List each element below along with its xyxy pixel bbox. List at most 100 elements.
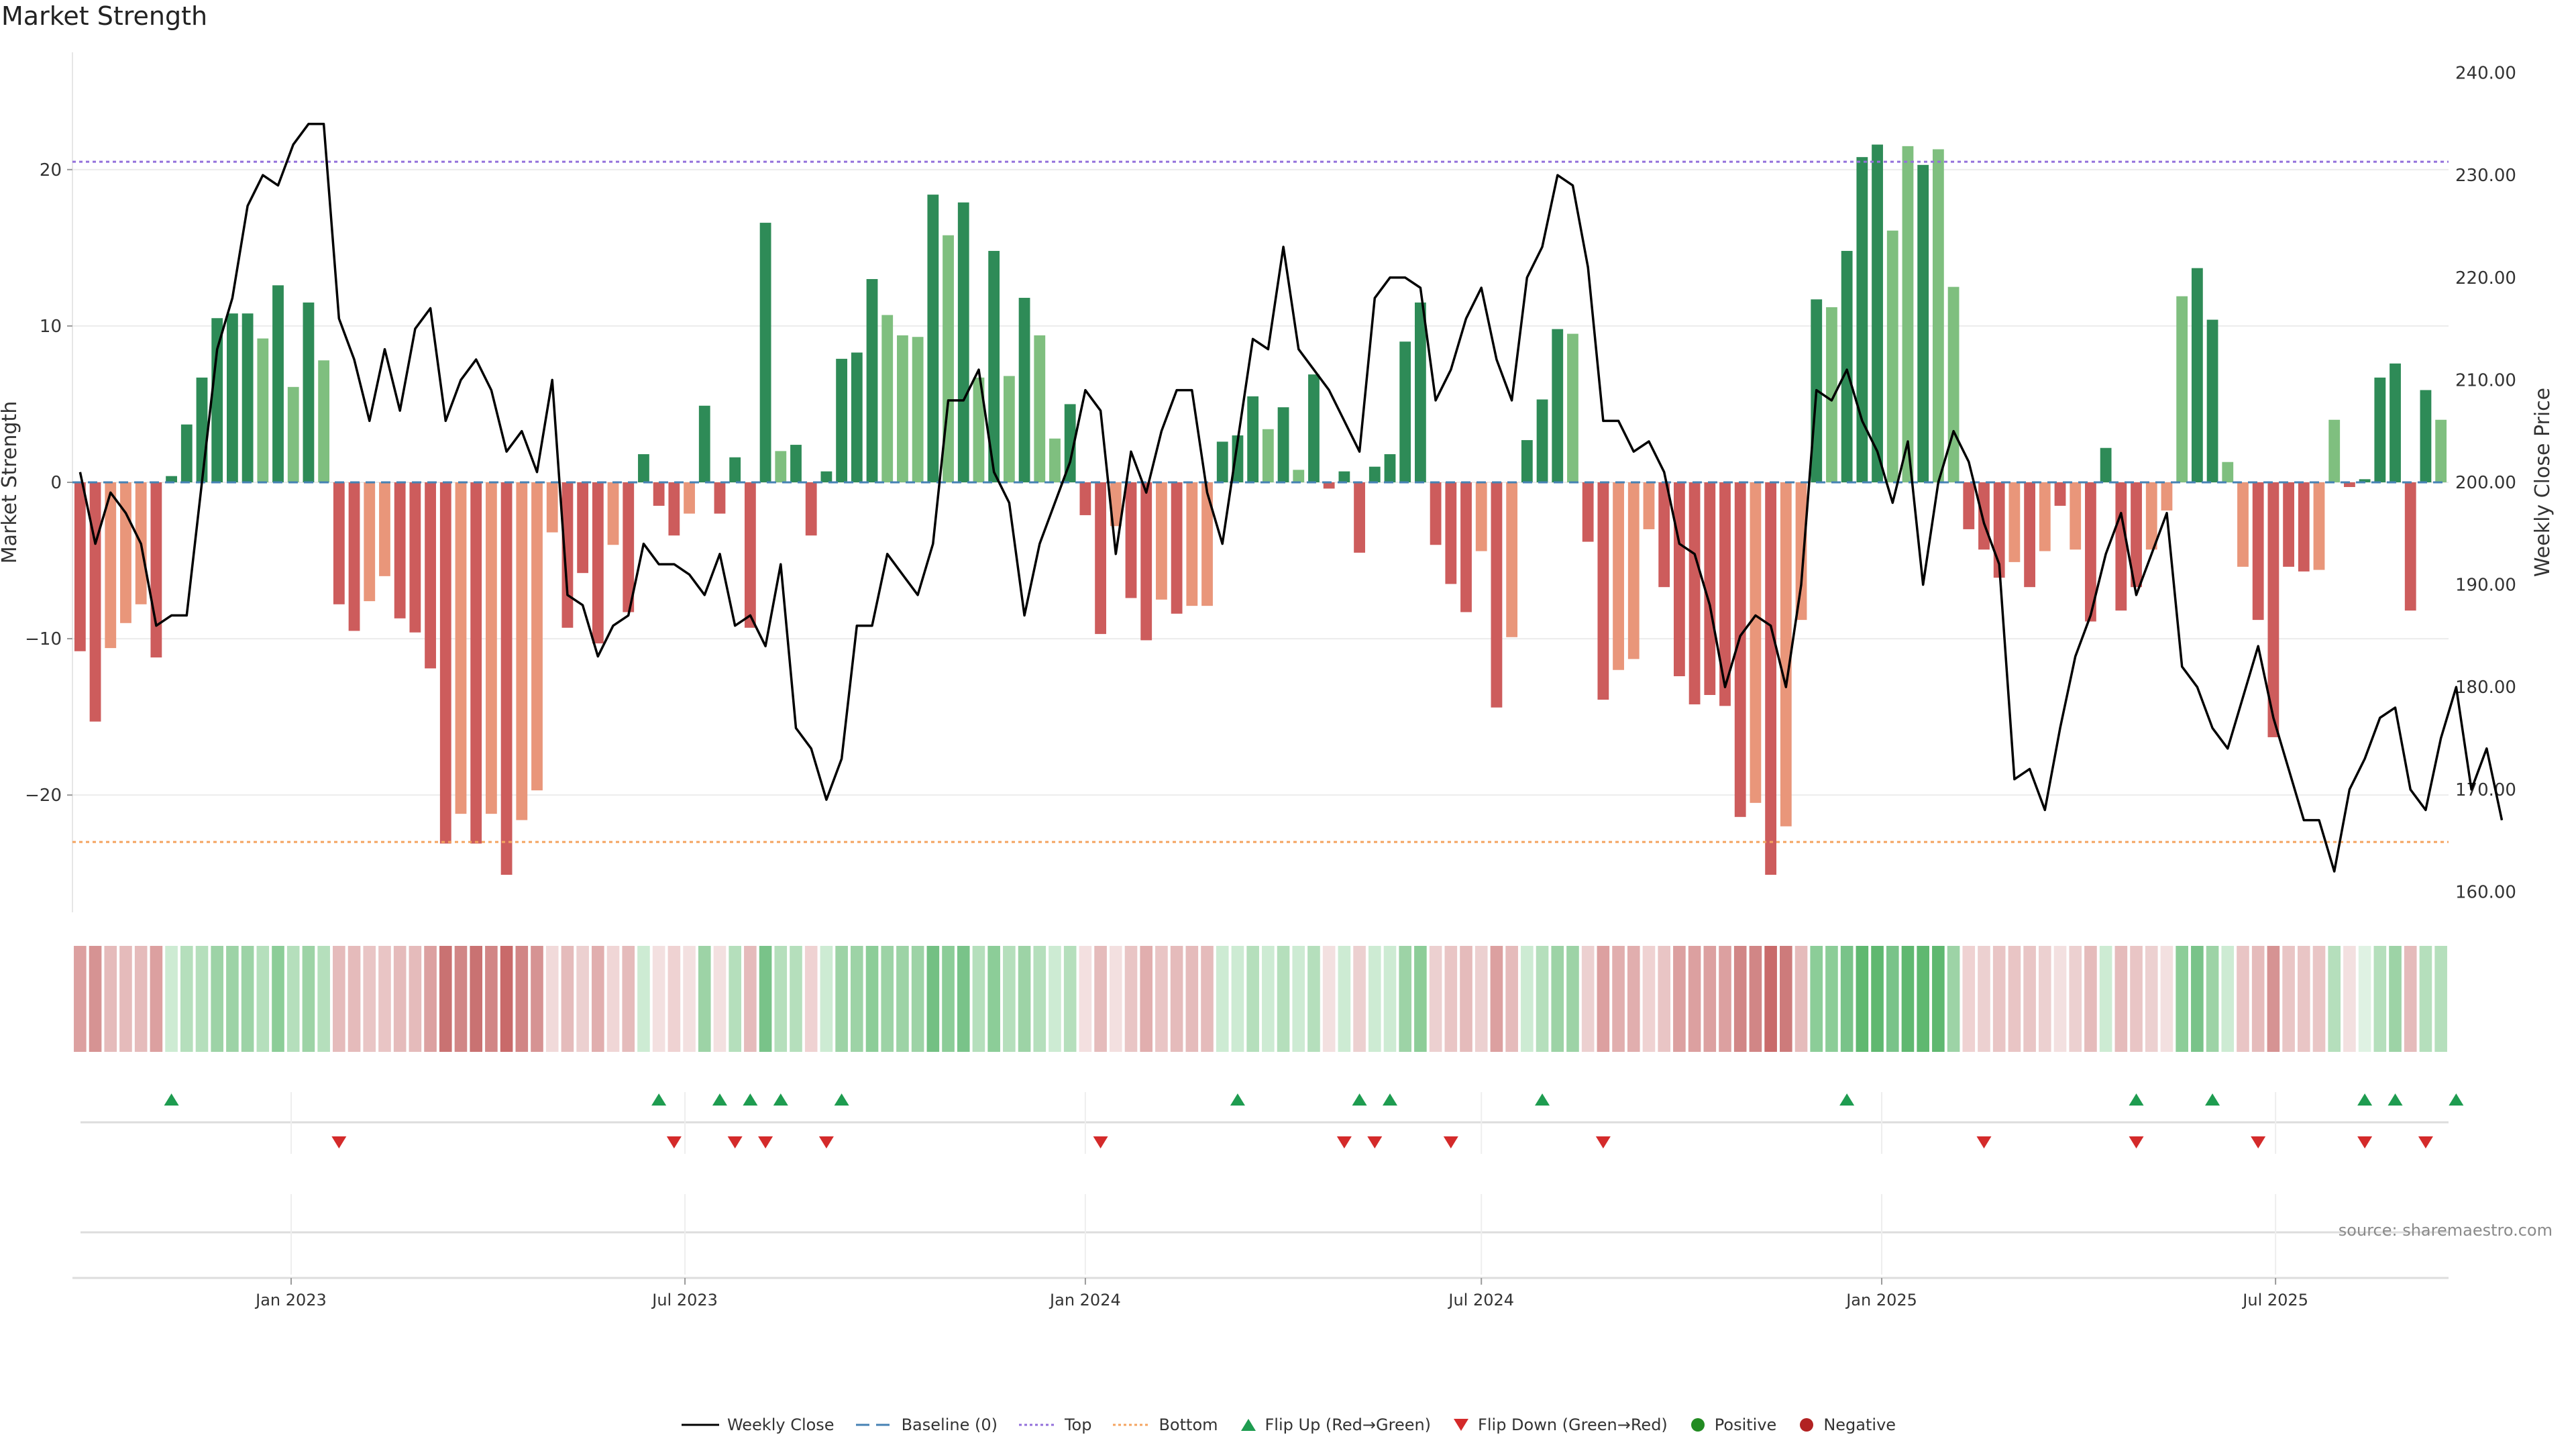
strength-bar (2222, 462, 2234, 482)
strength-bar (1734, 482, 1746, 817)
flip-down-marker (2418, 1136, 2433, 1148)
strength-bar (1216, 441, 1228, 482)
heat-strip-cell (759, 946, 772, 1052)
source-note: source: sharemaestro.com (2338, 1221, 2553, 1240)
heat-strip-cell (683, 946, 696, 1052)
heat-strip-cell (1962, 946, 1976, 1052)
heat-strip-cell (2130, 946, 2143, 1052)
heat-strip-cell (926, 946, 940, 1052)
strength-bar (1688, 482, 1701, 704)
strength-bar (1536, 399, 1548, 482)
heat-strip-cell (409, 946, 422, 1052)
strength-bar (2054, 482, 2066, 506)
bottom-dotted-line-icon (1113, 1424, 1151, 1426)
heat-strip-cell (165, 946, 178, 1052)
strength-bar (1079, 482, 1091, 515)
negative-dot-icon (1800, 1418, 1814, 1432)
strength-bar (2024, 482, 2036, 588)
heat-strip-cell (1124, 946, 1138, 1052)
strength-bar (2008, 482, 2021, 562)
y-tick-label-right: 180.00 (2455, 678, 2516, 698)
strength-bar (196, 377, 208, 482)
heat-strip-cell (713, 946, 727, 1052)
strength-bar (1886, 230, 1898, 482)
flip-up-marker (1352, 1093, 1367, 1106)
heat-strip-cell (1856, 946, 1869, 1052)
strength-bar (1841, 251, 1853, 482)
legend-item-positive[interactable]: Positive (1688, 1415, 1776, 1434)
heat-strip-cell (1505, 946, 1518, 1052)
heat-strip-cell (2145, 946, 2158, 1052)
strength-bar (303, 302, 315, 482)
y-tick-label-left: 10 (40, 317, 62, 337)
heat-strip-cell (393, 946, 407, 1052)
strength-bar (2435, 419, 2447, 482)
heat-strip-cell (1094, 946, 1107, 1052)
heat-strip-cell (2404, 946, 2417, 1052)
strength-bar (1658, 482, 1670, 588)
strength-bar (1963, 482, 1975, 529)
strength-bar (1232, 435, 1244, 482)
heat-strip-cell (74, 946, 87, 1052)
strength-bar (607, 482, 619, 545)
heat-strip-cell (256, 946, 270, 1052)
heat-strip-cell (2282, 946, 2295, 1052)
heat-strip-cell (1733, 946, 1747, 1052)
strength-bar (89, 482, 101, 722)
strength-bar (1795, 482, 1807, 621)
heat-strip-cell (241, 946, 254, 1052)
strength-bar (1095, 482, 1106, 635)
heat-strip-cell (134, 946, 148, 1052)
strength-bar (333, 482, 345, 604)
legend-item-weekly-close[interactable]: Weekly Close (680, 1415, 835, 1434)
strength-bar (409, 482, 421, 633)
legend-item-flip-down[interactable]: Flip Down (Green→Red) (1451, 1415, 1668, 1434)
strength-bar (257, 338, 269, 482)
legend-label-baseline: Baseline (0) (901, 1415, 998, 1434)
heat-strip-cell (2160, 946, 2174, 1052)
strength-bar (1856, 157, 1868, 483)
strength-bar (851, 352, 863, 482)
strength-bar (1186, 482, 1198, 606)
legend-item-top[interactable]: Top (1018, 1415, 1091, 1434)
weekly-close-line-icon (681, 1424, 719, 1426)
heat-strip-cell (667, 946, 681, 1052)
positive-dot-icon (1690, 1418, 1705, 1432)
heat-strip-cell (865, 946, 879, 1052)
strength-bar (820, 471, 833, 482)
heat-strip-cell (1003, 946, 1016, 1052)
x-tick-label: Jul 2023 (651, 1291, 718, 1309)
strength-bar (759, 223, 771, 482)
heat-strip-cell (180, 946, 193, 1052)
strength-bar (1064, 404, 1076, 482)
strength-bar (1293, 470, 1305, 482)
strength-bar (897, 335, 908, 482)
legend-item-baseline[interactable]: Baseline (0) (855, 1415, 998, 1434)
flip-down-marker (1443, 1136, 1458, 1148)
legend-item-negative[interactable]: Negative (1796, 1415, 1896, 1434)
heat-strip-cell (790, 946, 802, 1052)
flip-up-marker (2449, 1093, 2464, 1106)
strength-bar (1201, 482, 1213, 606)
heat-strip-cell (515, 946, 529, 1052)
legend-label-flip-down: Flip Down (Green→Red) (1478, 1415, 1668, 1434)
strength-bar (2328, 419, 2341, 482)
legend-item-flip-up[interactable]: Flip Up (Red→Green) (1238, 1415, 1431, 1434)
strength-bar (881, 315, 894, 482)
heat-strip-cell (89, 946, 102, 1052)
strength-bar (1978, 482, 1990, 550)
strength-bar (805, 482, 817, 536)
heat-strip-cell (2328, 946, 2341, 1052)
heat-strip-cell (1063, 946, 1077, 1052)
strength-bar (1491, 482, 1503, 708)
heat-strip-cell (2069, 946, 2082, 1052)
strength-bar (2313, 482, 2325, 570)
flip-down-marker (666, 1136, 682, 1148)
strength-bar (1582, 482, 1594, 542)
heat-strip-cell (1521, 946, 1534, 1052)
y-tick-label-right: 190.00 (2455, 576, 2516, 596)
heat-strip-cell (1780, 946, 1792, 1052)
heat-strip-cell (1688, 946, 1701, 1052)
legend-item-bottom[interactable]: Bottom (1112, 1415, 1218, 1434)
strength-bar (988, 251, 1000, 482)
